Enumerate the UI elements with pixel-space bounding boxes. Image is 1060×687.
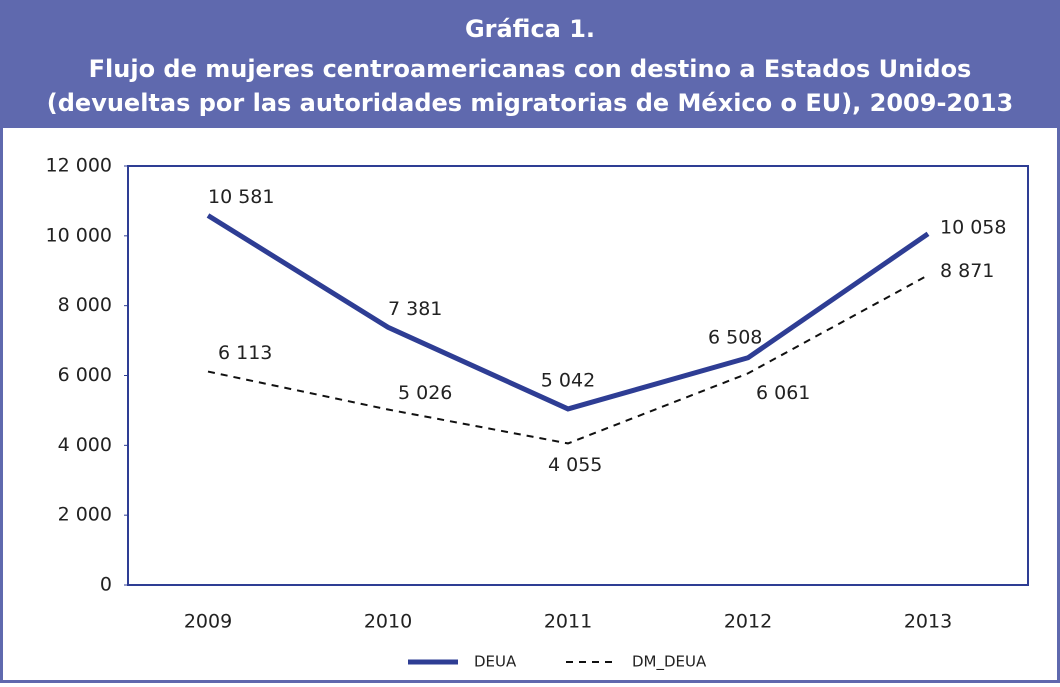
data-label: 6 508 [708,326,762,348]
data-label: 10 581 [208,186,274,208]
data-label: 10 058 [940,216,1006,238]
series-line [206,213,930,412]
data-label: 5 026 [398,382,452,404]
legend-label: DEUA [474,653,517,671]
x-tick-label: 2011 [544,611,592,633]
title: (devueltas por las autoridades migratori… [47,89,1013,117]
data-label: 6 061 [756,382,810,404]
data-label: 4 055 [548,454,602,476]
y-tick-label: 8 000 [58,294,112,316]
title: Gráfica 1. [465,15,595,43]
legend-label: DM_DEUA [632,653,707,672]
data-label: 5 042 [541,369,595,391]
data-label: 8 871 [940,260,994,282]
y-tick-label: 4 000 [58,434,112,456]
y-tick-label: 2 000 [58,504,112,526]
y-tick-label: 10 000 [46,224,112,246]
x-tick-label: 2009 [184,611,232,633]
x-tick-label: 2013 [904,611,952,633]
y-tick-label: 6 000 [58,364,112,386]
y-tick-label: 0 [100,574,112,596]
header [0,0,1060,128]
x-tick-label: 2010 [364,611,412,633]
title: Flujo de mujeres centroamericanas con de… [89,55,972,83]
series-line [207,274,929,445]
y-tick-label: 12 000 [46,155,112,177]
data-label: 7 381 [388,298,442,320]
data-label: 6 113 [218,342,272,364]
x-tick-label: 2012 [724,611,772,633]
